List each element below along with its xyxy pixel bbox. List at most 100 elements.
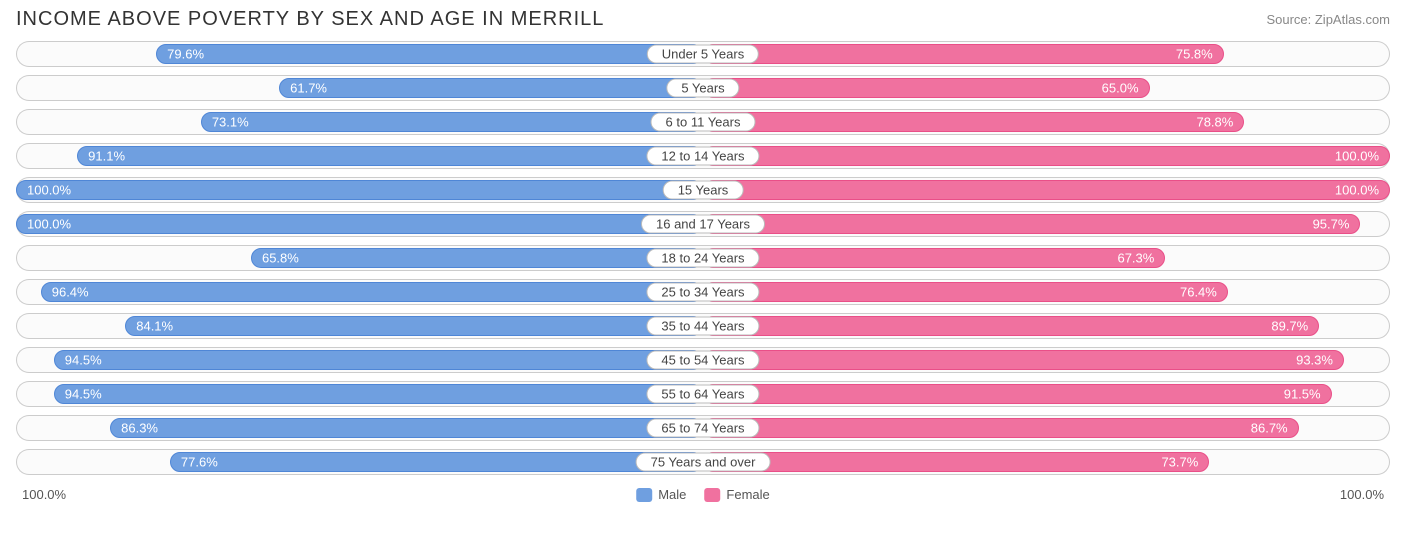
- female-value-label: 89.7%: [1271, 319, 1308, 334]
- male-half: 91.1%: [16, 143, 703, 169]
- chart-row: 94.5%91.5%55 to 64 Years: [16, 381, 1390, 407]
- source-label: Source: ZipAtlas.com: [1266, 12, 1390, 27]
- male-bar: 79.6%: [156, 44, 703, 64]
- female-value-label: 100.0%: [1335, 183, 1379, 198]
- legend-label-male: Male: [658, 487, 686, 502]
- legend-male: Male: [636, 487, 686, 502]
- category-label: 55 to 64 Years: [646, 385, 759, 404]
- male-half: 100.0%: [16, 211, 703, 237]
- category-label: Under 5 Years: [647, 45, 759, 64]
- female-half: 91.5%: [703, 381, 1390, 407]
- male-bar: 84.1%: [125, 316, 703, 336]
- category-label: 15 Years: [663, 181, 744, 200]
- female-bar: 95.7%: [703, 214, 1360, 234]
- female-bar: 65.0%: [703, 78, 1150, 98]
- category-label: 25 to 34 Years: [646, 283, 759, 302]
- female-bar: 67.3%: [703, 248, 1165, 268]
- chart-title: INCOME ABOVE POVERTY BY SEX AND AGE IN M…: [16, 8, 604, 31]
- female-value-label: 76.4%: [1180, 285, 1217, 300]
- legend-swatch-female: [704, 488, 720, 502]
- male-half: 86.3%: [16, 415, 703, 441]
- female-half: 100.0%: [703, 177, 1390, 203]
- female-bar: 89.7%: [703, 316, 1319, 336]
- category-label: 18 to 24 Years: [646, 249, 759, 268]
- category-label: 16 and 17 Years: [641, 215, 765, 234]
- legend: Male Female: [636, 487, 770, 502]
- female-bar: 91.5%: [703, 384, 1332, 404]
- category-label: 12 to 14 Years: [646, 147, 759, 166]
- male-value-label: 94.5%: [65, 353, 102, 368]
- chart-row: 79.6% 75.8% Under 5 Years: [16, 41, 1390, 67]
- male-bar: 65.8%: [251, 248, 703, 268]
- female-bar: 100.0%: [703, 146, 1390, 166]
- chart-row: 91.1% 100.0% 12 to 14 Years: [16, 143, 1390, 169]
- category-label: 75 Years and over: [636, 453, 771, 472]
- male-value-label: 65.8%: [262, 251, 299, 266]
- footer: 100.0% Male Female 100.0%: [0, 485, 1406, 513]
- female-half: 65.0%: [703, 75, 1390, 101]
- male-value-label: 73.1%: [212, 115, 249, 130]
- female-half: 89.7%: [703, 313, 1390, 339]
- male-half: 79.6%: [16, 41, 703, 67]
- male-half: 94.5%: [16, 347, 703, 373]
- male-value-label: 86.3%: [121, 421, 158, 436]
- butterfly-chart: 79.6% 75.8% Under 5 Years 61.7% 65.0% 5 Years…: [0, 35, 1406, 485]
- female-value-label: 93.3%: [1296, 353, 1333, 368]
- female-half: 78.8%: [703, 109, 1390, 135]
- category-label: 5 Years: [666, 79, 739, 98]
- female-bar: 100.0%: [703, 180, 1390, 200]
- female-bar: 73.7%: [703, 452, 1209, 472]
- male-bar: 61.7%: [279, 78, 703, 98]
- male-bar: 94.5%: [54, 384, 703, 404]
- male-half: 77.6%: [16, 449, 703, 475]
- legend-swatch-male: [636, 488, 652, 502]
- male-half: 94.5%: [16, 381, 703, 407]
- female-value-label: 75.8%: [1176, 47, 1213, 62]
- female-half: 67.3%: [703, 245, 1390, 271]
- female-bar: 78.8%: [703, 112, 1244, 132]
- female-bar: 76.4%: [703, 282, 1228, 302]
- male-bar: 77.6%: [170, 452, 703, 472]
- male-bar: 73.1%: [201, 112, 703, 132]
- chart-row: 65.8% 67.3% 18 to 24 Years: [16, 245, 1390, 271]
- chart-row: 94.5% 93.3% 45 to 54 Years: [16, 347, 1390, 373]
- male-bar: 86.3%: [110, 418, 703, 438]
- male-half: 61.7%: [16, 75, 703, 101]
- female-half: 73.7%: [703, 449, 1390, 475]
- male-half: 73.1%: [16, 109, 703, 135]
- female-half: 75.8%: [703, 41, 1390, 67]
- male-bar: 94.5%: [54, 350, 703, 370]
- male-bar: 100.0%: [16, 214, 703, 234]
- chart-row: 100.0%100.0%15 Years: [16, 177, 1390, 203]
- chart-container: INCOME ABOVE POVERTY BY SEX AND AGE IN M…: [0, 0, 1406, 513]
- axis-max-right: 100.0%: [1340, 487, 1384, 502]
- female-value-label: 78.8%: [1196, 115, 1233, 130]
- male-half: 65.8%: [16, 245, 703, 271]
- category-label: 35 to 44 Years: [646, 317, 759, 336]
- female-half: 86.7%: [703, 415, 1390, 441]
- chart-row: 100.0% 95.7%16 and 17 Years: [16, 211, 1390, 237]
- chart-row: 96.4% 76.4% 25 to 34 Years: [16, 279, 1390, 305]
- category-label: 6 to 11 Years: [651, 113, 756, 132]
- male-bar: 100.0%: [16, 180, 703, 200]
- chart-row: 77.6% 73.7%75 Years and over: [16, 449, 1390, 475]
- female-half: 93.3%: [703, 347, 1390, 373]
- legend-female: Female: [704, 487, 769, 502]
- male-half: 100.0%: [16, 177, 703, 203]
- female-bar: 75.8%: [703, 44, 1224, 64]
- legend-label-female: Female: [726, 487, 769, 502]
- female-half: 76.4%: [703, 279, 1390, 305]
- female-value-label: 65.0%: [1102, 81, 1139, 96]
- female-value-label: 100.0%: [1335, 149, 1379, 164]
- female-value-label: 67.3%: [1117, 251, 1154, 266]
- male-value-label: 96.4%: [52, 285, 89, 300]
- category-label: 45 to 54 Years: [646, 351, 759, 370]
- male-value-label: 100.0%: [27, 217, 71, 232]
- male-bar: 96.4%: [41, 282, 703, 302]
- male-value-label: 79.6%: [167, 47, 204, 62]
- chart-row: 61.7% 65.0% 5 Years: [16, 75, 1390, 101]
- chart-row: 73.1% 78.8% 6 to 11 Years: [16, 109, 1390, 135]
- chart-row: 86.3%86.7%65 to 74 Years: [16, 415, 1390, 441]
- male-half: 84.1%: [16, 313, 703, 339]
- male-value-label: 77.6%: [181, 455, 218, 470]
